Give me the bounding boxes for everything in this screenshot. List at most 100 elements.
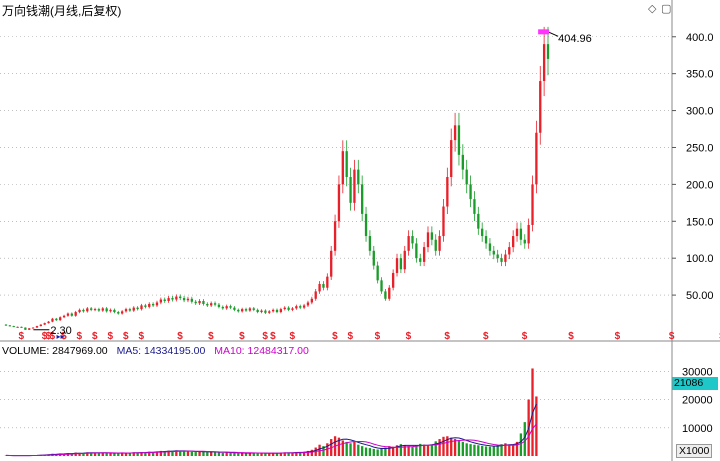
price-tick-label: 300.0 bbox=[686, 106, 714, 118]
candle-body bbox=[47, 321, 50, 324]
event-marker: $ bbox=[18, 331, 24, 342]
candle-body bbox=[477, 213, 480, 229]
candle-body bbox=[473, 199, 476, 214]
volume-bar bbox=[384, 447, 387, 456]
volume-bar bbox=[291, 452, 294, 456]
low-price-label: 2.30 bbox=[50, 325, 71, 337]
candle-body bbox=[349, 177, 352, 203]
candle-body bbox=[35, 326, 39, 328]
volume-unit-label[interactable]: X1000 bbox=[676, 444, 713, 458]
volume-bar bbox=[361, 446, 364, 456]
volume-bar bbox=[403, 444, 406, 456]
candle-body bbox=[217, 304, 221, 307]
candle-body bbox=[450, 140, 453, 177]
volume-bar bbox=[488, 446, 492, 456]
restore-window-icon[interactable]: ▢ bbox=[661, 3, 672, 15]
candle-body bbox=[175, 296, 178, 300]
volume-bar bbox=[163, 451, 166, 456]
candle-body bbox=[291, 308, 294, 310]
event-marker: $ bbox=[522, 331, 528, 342]
price-tick-label: 250.0 bbox=[686, 142, 714, 154]
volume-bar bbox=[275, 453, 279, 456]
volume-bar bbox=[302, 451, 306, 456]
high-marker-arrow bbox=[548, 31, 559, 37]
volume-bar bbox=[368, 448, 372, 456]
volume-bar bbox=[206, 452, 209, 456]
volume-bar bbox=[523, 422, 526, 456]
volume-bar bbox=[128, 453, 132, 456]
volume-bar bbox=[151, 452, 155, 456]
volume-bar bbox=[109, 453, 112, 456]
volume-bar bbox=[237, 453, 240, 456]
volume-bar bbox=[469, 444, 472, 456]
volume-bar bbox=[500, 444, 503, 456]
candle-body bbox=[237, 309, 240, 312]
volume-bar bbox=[140, 452, 143, 456]
volume-bar bbox=[337, 437, 341, 456]
candle-body bbox=[51, 318, 54, 322]
volume-bar bbox=[306, 450, 310, 456]
play-arrows-icon: ▸▸ bbox=[56, 332, 64, 341]
diamond-icon[interactable]: ◇ bbox=[648, 3, 657, 15]
candle-body bbox=[140, 305, 143, 310]
candle-body bbox=[283, 307, 286, 310]
candle-body bbox=[159, 299, 163, 303]
volume-bar bbox=[438, 439, 441, 456]
candle-body bbox=[8, 325, 12, 327]
event-marker: $ bbox=[92, 331, 98, 342]
volume-bar bbox=[97, 453, 101, 456]
price-tick-label: 50.00 bbox=[686, 290, 714, 302]
volume-bar bbox=[415, 445, 418, 456]
candle-body bbox=[465, 169, 468, 185]
candle-body bbox=[395, 258, 399, 273]
candle-body bbox=[376, 265, 379, 281]
candle-body bbox=[364, 213, 368, 237]
volume-bar bbox=[461, 441, 464, 456]
candle-body bbox=[426, 232, 430, 248]
candle-body bbox=[314, 291, 317, 299]
candle-body bbox=[194, 301, 197, 304]
candle-body bbox=[4, 324, 8, 326]
volume-bar bbox=[113, 453, 116, 456]
volume-bar bbox=[271, 452, 275, 456]
event-marker: $ bbox=[332, 331, 338, 342]
candle-body bbox=[271, 309, 275, 312]
candle-body bbox=[496, 254, 499, 259]
candle-body bbox=[368, 236, 372, 251]
candle-body bbox=[341, 151, 344, 185]
volume-bar bbox=[481, 445, 484, 456]
candle-body bbox=[244, 309, 248, 311]
volume-bar bbox=[287, 452, 290, 456]
volume-bar bbox=[210, 451, 213, 456]
volume-bar bbox=[144, 452, 147, 456]
volume-bar bbox=[535, 396, 538, 456]
candle-body bbox=[221, 306, 224, 309]
volume-bar bbox=[353, 441, 356, 456]
candle-body bbox=[442, 206, 445, 237]
candle-body bbox=[260, 310, 263, 313]
candle-body bbox=[279, 309, 283, 313]
volume-bar bbox=[519, 433, 523, 456]
volume-tick-label: 20000 bbox=[682, 395, 713, 407]
candle-body bbox=[268, 311, 271, 313]
candle-body bbox=[93, 309, 97, 311]
candle-body bbox=[132, 307, 135, 311]
candle-body bbox=[446, 177, 449, 207]
volume-bar bbox=[171, 451, 174, 456]
candle-body bbox=[90, 308, 93, 310]
candle-body bbox=[531, 184, 534, 225]
candle-body bbox=[318, 284, 321, 292]
candle-body bbox=[86, 308, 89, 312]
candle-body bbox=[322, 284, 325, 288]
candle-body bbox=[403, 250, 406, 270]
candle-body bbox=[511, 236, 515, 248]
volume-bar bbox=[167, 450, 170, 456]
candle-body bbox=[179, 296, 182, 299]
volume-bar bbox=[159, 450, 163, 456]
candle-body bbox=[415, 243, 418, 259]
event-marker: $ bbox=[108, 331, 114, 342]
volume-value: VOLUME: 2847969.00 bbox=[2, 345, 108, 357]
volume-bar bbox=[380, 448, 383, 456]
candle-body bbox=[353, 169, 356, 203]
